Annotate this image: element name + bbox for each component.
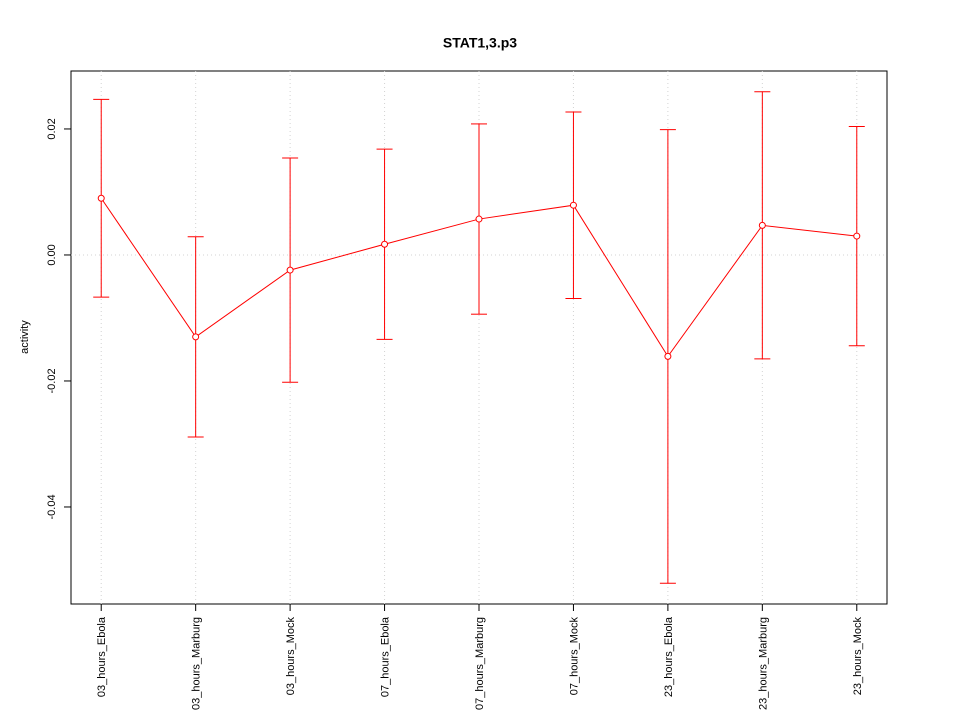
data-point — [758, 221, 766, 229]
data-point — [475, 215, 483, 223]
x-tick-label: 23_hours_Mock — [852, 617, 864, 696]
y-tick-label: -0.04 — [46, 494, 58, 519]
data-point — [664, 352, 672, 360]
chart-title: STAT1,3.p3 — [443, 35, 517, 51]
x-tick-label: 07_hours_Ebola — [380, 616, 392, 697]
y-tick-label: 0.00 — [46, 244, 58, 265]
x-tick-label: 03_hours_Mock — [285, 617, 297, 696]
data-point — [97, 194, 105, 202]
y-axis-label: activity — [19, 320, 31, 354]
y-tick-label: 0.02 — [46, 118, 58, 139]
x-tick-label: 07_hours_Marburg — [474, 617, 486, 710]
y-tick-label: -0.02 — [46, 368, 58, 393]
x-tick-label: 07_hours_Mock — [568, 617, 580, 696]
data-point — [286, 266, 294, 274]
data-point — [381, 240, 389, 248]
x-tick-label: 03_hours_Ebola — [96, 616, 108, 697]
x-tick-label: 23_hours_Ebola — [663, 616, 675, 697]
x-tick-label: 23_hours_Marburg — [757, 617, 769, 710]
x-tick-label: 03_hours_Marburg — [191, 617, 203, 710]
data-point — [853, 232, 861, 240]
data-point — [192, 333, 200, 341]
data-point — [569, 201, 577, 209]
